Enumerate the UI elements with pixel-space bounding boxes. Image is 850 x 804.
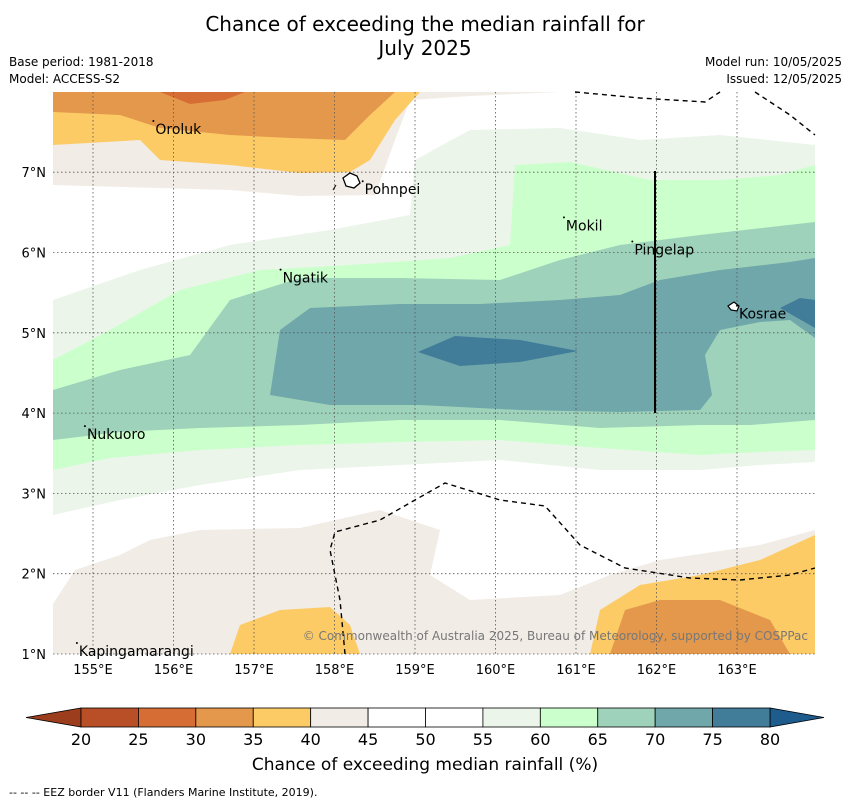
colorbar-tick-label: 55 (473, 730, 493, 749)
band-70-75 (270, 258, 815, 412)
meta-left: Base period: 1981-2018 Model: ACCESS-S2 (9, 54, 154, 88)
map-title: Chance of exceeding the median rainfall … (0, 12, 850, 60)
x-tick-label: 157°E (234, 663, 274, 678)
place-marker (361, 180, 364, 183)
place-label: Pingelap (634, 242, 694, 258)
y-tick-label: 4°N (22, 407, 47, 422)
y-tick-label: 1°N (22, 648, 47, 663)
base-period: Base period: 1981-2018 (9, 55, 154, 69)
eez-south (329, 482, 816, 655)
place-marker (152, 120, 155, 123)
x-tick-label: 155°E (73, 663, 113, 678)
place-label: Ngatik (283, 271, 329, 287)
issued-date: Issued: 12/05/2025 (726, 72, 842, 86)
place-marker (279, 268, 282, 271)
graticule (53, 92, 815, 655)
place-label: Pohnpei (365, 182, 421, 198)
map-figure: Oroluk Pohnpei Mokil Pingelap Ngatik Kosrae Nu… (22, 91, 825, 749)
meta-right: Model run: 10/05/2025 Issued: 12/05/2025 (705, 54, 842, 88)
colorbar-tick-label: 70 (645, 730, 665, 749)
place-marker (83, 425, 86, 428)
band-25-30 (160, 92, 245, 104)
colorbar-tick-label: 45 (358, 730, 378, 749)
model-name: Model: ACCESS-S2 (9, 72, 121, 86)
y-tick-label: 5°N (22, 327, 47, 342)
pohnpei-island (342, 172, 361, 189)
colorbar-tick-label: 60 (530, 730, 550, 749)
colorbar-tick-label: 30 (186, 730, 206, 749)
x-tick-label: 161°E (556, 663, 596, 678)
place-label: Oroluk (155, 122, 202, 138)
colorbar-segment (597, 707, 656, 728)
colorbar-over-arrow (769, 707, 825, 728)
eez-footnote: -- -- -- EEZ border V11 (Flanders Marine… (9, 786, 318, 799)
band-35-40-south-west (230, 607, 360, 654)
colorbar-tick-label: 20 (71, 730, 91, 749)
model-run: Model run: 10/05/2025 (704, 55, 842, 69)
colorbar-tick-label: 75 (702, 730, 722, 749)
place-marker (736, 304, 738, 307)
eez-north (574, 91, 721, 103)
colorbar-label: Chance of exceeding median rainfall (%) (251, 755, 599, 775)
colorbar-segment (195, 707, 254, 728)
colorbar-segment (425, 707, 484, 728)
colorbar-segment (712, 707, 771, 728)
title-line-2: July 2025 (378, 36, 472, 60)
band-30-35-north (53, 92, 395, 140)
colorbar-segment (539, 707, 599, 728)
y-tick-label: 2°N (22, 568, 47, 583)
place-marker (562, 216, 565, 219)
colorbar-tick-label: 80 (760, 730, 780, 749)
copyright-note: © Commonwealth of Australia 2025, Bureau… (303, 629, 808, 643)
x-tick-label: 156°E (154, 663, 194, 678)
place-label: Mokil (566, 218, 603, 234)
pohnpei-reef (332, 184, 337, 191)
eez-northeast (754, 91, 816, 136)
colorbar-segment (80, 707, 139, 728)
y-tick-label: 7°N (22, 166, 47, 181)
colorbar-segment (482, 707, 541, 728)
y-tick-label: 3°N (22, 487, 47, 502)
colorbar-tick-label: 40 (300, 730, 320, 749)
rainfall-map (53, 92, 815, 654)
place-marker (75, 641, 78, 644)
x-tick-label: 158°E (315, 663, 355, 678)
colorbar-segment (252, 707, 312, 728)
x-axis-ticks: 155°E 156°E 157°E 158°E 159°E 160°E 161°E 162°E… (73, 663, 757, 678)
place-label: Kosrae (739, 307, 786, 323)
place-marker (631, 240, 634, 243)
x-tick-label: 163°E (717, 663, 757, 678)
colorbar-ticks: 20 25 30 35 40 45 50 55 60 65 70 75 80 (71, 730, 780, 749)
x-tick-label: 162°E (637, 663, 677, 678)
x-tick-label: 160°E (476, 663, 516, 678)
colorbar-segment (367, 707, 426, 728)
place-label: Nukuoro (87, 427, 145, 443)
colorbar-under-arrow (25, 707, 82, 728)
title-line-1: Chance of exceeding the median rainfall … (205, 12, 645, 36)
colorbar-tick-label: 65 (588, 730, 608, 749)
colorbar-tick-label: 25 (128, 730, 148, 749)
band-75-80-east (780, 298, 815, 328)
kosrae-island (727, 301, 740, 312)
band-30-35-south (610, 600, 790, 654)
band-75-80-central (418, 336, 578, 366)
eez-border (329, 91, 816, 655)
place-labels: Oroluk Pohnpei Mokil Pingelap Ngatik Kosrae Nu… (75, 120, 786, 660)
colorbar-segment (138, 707, 197, 728)
colorbar-tick-label: 35 (243, 730, 263, 749)
colorbar-segment (654, 707, 713, 728)
y-axis-ticks: 7°N 6°N 5°N 4°N 3°N 2°N 1°N (22, 166, 47, 663)
y-tick-label: 6°N (22, 247, 47, 262)
colorbar (25, 707, 825, 728)
colorbar-segment (310, 707, 369, 728)
place-label: Kapingamarangi (79, 644, 194, 660)
x-tick-label: 159°E (395, 663, 435, 678)
colorbar-tick-label: 50 (415, 730, 435, 749)
